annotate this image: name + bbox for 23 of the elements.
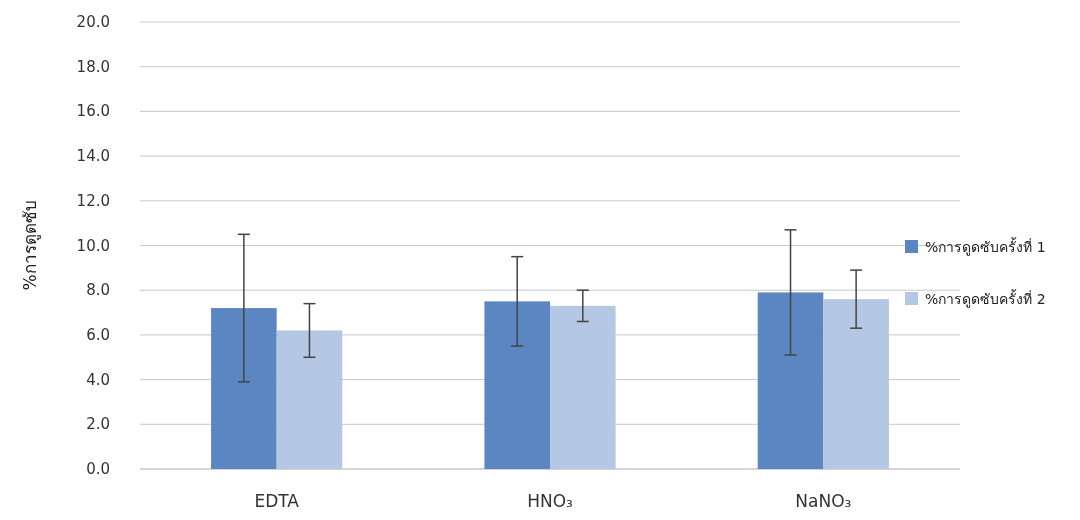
bar bbox=[550, 305, 616, 469]
y-tick-label: 10.0 bbox=[76, 236, 110, 255]
legend-label: %การดูดซับครั้งที่ 1 bbox=[925, 237, 1046, 256]
bar bbox=[757, 292, 824, 469]
y-tick-label: 6.0 bbox=[86, 325, 110, 344]
y-tick-label: 8.0 bbox=[86, 281, 110, 300]
y-tick-label: 12.0 bbox=[76, 191, 110, 210]
y-tick-label: 2.0 bbox=[86, 415, 110, 434]
x-tick-label: EDTA bbox=[254, 491, 300, 511]
y-axis-title: %การดูดซับ bbox=[20, 200, 41, 291]
bar bbox=[823, 299, 889, 469]
bar bbox=[276, 330, 343, 469]
y-tick-label: 20.0 bbox=[76, 13, 110, 31]
y-tick-label: 18.0 bbox=[76, 57, 110, 76]
y-tick-label: 0.0 bbox=[86, 460, 110, 478]
y-tick-label: 14.0 bbox=[76, 147, 110, 166]
x-tick-label: HNO₃ bbox=[527, 491, 573, 511]
y-tick-label: 16.0 bbox=[76, 102, 110, 121]
bar bbox=[484, 301, 550, 469]
bar bbox=[211, 308, 277, 469]
x-tick-label: NaNO₃ bbox=[795, 491, 852, 511]
y-tick-label: 4.0 bbox=[86, 370, 110, 389]
legend-label: %การดูดซับครั้งที่ 2 bbox=[925, 289, 1046, 308]
